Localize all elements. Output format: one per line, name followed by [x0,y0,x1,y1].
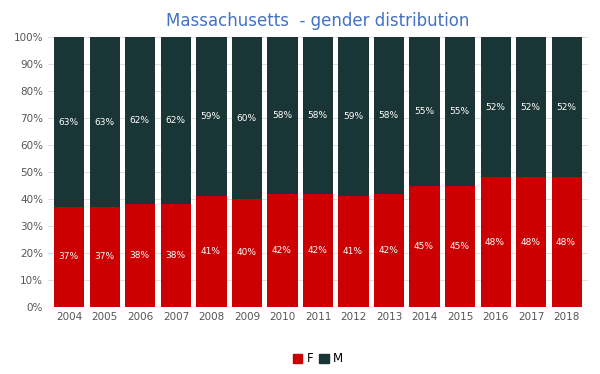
Text: 37%: 37% [94,252,115,261]
Text: 58%: 58% [379,111,398,120]
Bar [268,37,298,194]
Legend: F, M: F, M [288,347,348,370]
Text: 48%: 48% [485,237,505,246]
Bar [303,194,333,307]
Bar [551,177,582,307]
Bar [196,37,227,196]
Bar [516,177,546,307]
Text: 41%: 41% [201,247,221,256]
Bar [196,196,227,307]
Text: 52%: 52% [521,103,541,112]
Bar [516,37,546,177]
Text: 42%: 42% [307,246,327,255]
Bar [90,207,120,307]
Text: 52%: 52% [556,103,576,112]
Text: 42%: 42% [272,246,292,255]
Bar [338,196,368,307]
Bar [374,37,404,194]
Text: 62%: 62% [130,116,150,125]
Bar [374,194,404,307]
Text: 52%: 52% [485,103,505,112]
Bar [268,194,298,307]
Bar [338,37,368,196]
Bar [445,186,475,307]
Text: 41%: 41% [343,247,363,256]
Bar [161,204,191,307]
Text: 55%: 55% [449,107,470,116]
Bar [54,207,85,307]
Bar [481,177,511,307]
Text: 59%: 59% [201,112,221,121]
Bar [90,37,120,207]
Bar [54,37,85,207]
Text: 59%: 59% [343,112,363,121]
Text: 63%: 63% [59,118,79,127]
Text: 45%: 45% [449,242,469,251]
Text: 55%: 55% [414,107,434,116]
Title: Massachusetts  - gender distribution: Massachusetts - gender distribution [166,12,470,30]
Text: 48%: 48% [556,237,576,246]
Text: 60%: 60% [236,114,256,123]
Bar [232,199,262,307]
Bar [232,37,262,199]
Bar [303,37,333,194]
Text: 62%: 62% [165,116,185,125]
Bar [409,186,440,307]
Bar [125,37,155,204]
Bar [125,204,155,307]
Bar [409,37,440,186]
Bar [551,37,582,177]
Text: 58%: 58% [272,111,292,120]
Text: 42%: 42% [379,246,398,255]
Bar [481,37,511,177]
Bar [161,37,191,204]
Text: 45%: 45% [414,242,434,251]
Text: 38%: 38% [165,251,185,260]
Text: 63%: 63% [94,118,115,127]
Text: 58%: 58% [307,111,328,120]
Text: 37%: 37% [59,252,79,261]
Text: 48%: 48% [521,237,541,246]
Bar [445,37,475,186]
Text: 38%: 38% [130,251,150,260]
Text: 40%: 40% [236,248,256,257]
